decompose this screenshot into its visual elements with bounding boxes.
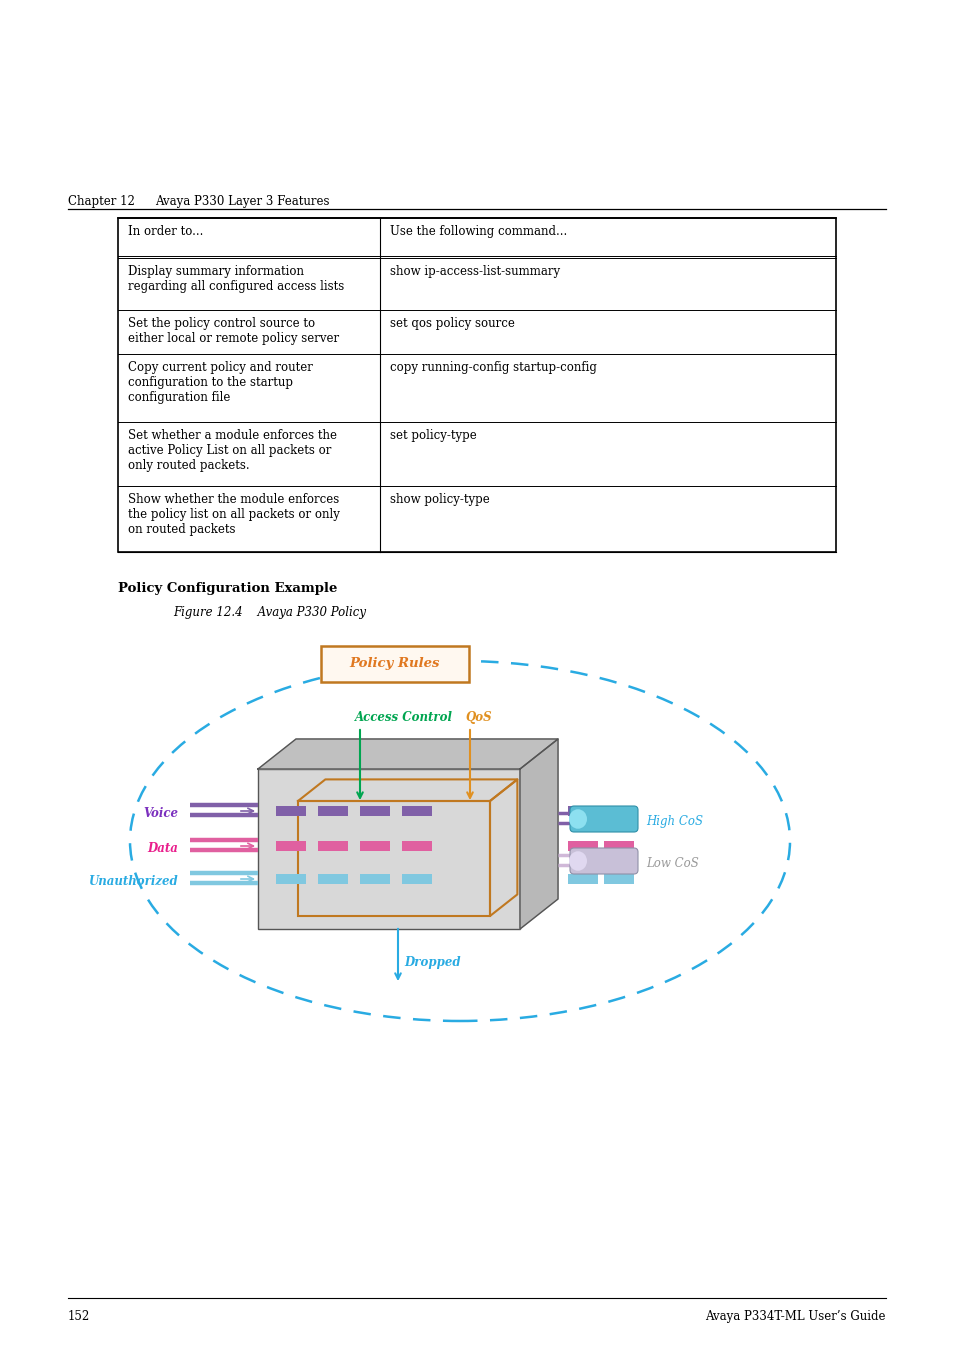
Text: Figure 12.4    Avaya P330 Policy: Figure 12.4 Avaya P330 Policy: [172, 607, 366, 619]
Bar: [567, 807, 598, 816]
Text: Set the policy control source to
either local or remote policy server: Set the policy control source to either …: [128, 317, 338, 345]
Text: Voice: Voice: [143, 807, 178, 820]
Text: In order to...: In order to...: [128, 226, 203, 238]
Bar: [359, 807, 390, 816]
Bar: [603, 842, 634, 851]
Bar: [317, 807, 348, 816]
Text: Dropped: Dropped: [403, 957, 460, 969]
Ellipse shape: [568, 851, 586, 871]
Text: Policy Configuration Example: Policy Configuration Example: [118, 582, 337, 594]
Bar: [317, 842, 348, 851]
Text: Unauthorized: Unauthorized: [89, 875, 178, 888]
Text: Avaya P330 Layer 3 Features: Avaya P330 Layer 3 Features: [154, 195, 329, 208]
FancyBboxPatch shape: [569, 807, 638, 832]
Bar: [275, 842, 306, 851]
Bar: [401, 842, 432, 851]
Text: Policy Rules: Policy Rules: [350, 658, 439, 670]
Bar: [401, 807, 432, 816]
Text: Copy current policy and router
configuration to the startup
configuration file: Copy current policy and router configura…: [128, 361, 313, 404]
Bar: [257, 769, 519, 929]
Ellipse shape: [568, 809, 586, 828]
Text: Show whether the module enforces
the policy list on all packets or only
on route: Show whether the module enforces the pol…: [128, 493, 339, 536]
FancyBboxPatch shape: [569, 848, 638, 874]
Bar: [401, 874, 432, 884]
Text: Avaya P334T-ML User’s Guide: Avaya P334T-ML User’s Guide: [705, 1310, 885, 1323]
Polygon shape: [257, 739, 558, 769]
Bar: [317, 874, 348, 884]
Text: show policy-type: show policy-type: [390, 493, 489, 507]
Bar: [567, 842, 598, 851]
Text: set qos policy source: set qos policy source: [390, 317, 515, 330]
Text: 152: 152: [68, 1310, 91, 1323]
Text: Chapter 12: Chapter 12: [68, 195, 134, 208]
Text: Access Control: Access Control: [355, 711, 453, 724]
Text: Set whether a module enforces the
active Policy List on all packets or
only rout: Set whether a module enforces the active…: [128, 430, 336, 471]
Bar: [275, 874, 306, 884]
Polygon shape: [519, 739, 558, 929]
Bar: [603, 807, 634, 816]
Bar: [275, 807, 306, 816]
Bar: [603, 874, 634, 884]
Text: copy running-config startup-config: copy running-config startup-config: [390, 361, 597, 374]
Text: Display summary information
regarding all configured access lists: Display summary information regarding al…: [128, 265, 344, 293]
Text: Low CoS: Low CoS: [645, 857, 698, 870]
Bar: [359, 874, 390, 884]
Bar: [567, 874, 598, 884]
Text: Data: Data: [147, 842, 178, 855]
Text: set policy-type: set policy-type: [390, 430, 476, 442]
Bar: [359, 842, 390, 851]
Text: Use the following command...: Use the following command...: [390, 226, 567, 238]
Bar: [320, 646, 469, 682]
Text: QoS: QoS: [464, 711, 491, 724]
Bar: [297, 801, 490, 916]
Text: show ip-access-list-summary: show ip-access-list-summary: [390, 265, 559, 278]
Text: High CoS: High CoS: [645, 815, 702, 828]
Bar: [118, 218, 835, 553]
